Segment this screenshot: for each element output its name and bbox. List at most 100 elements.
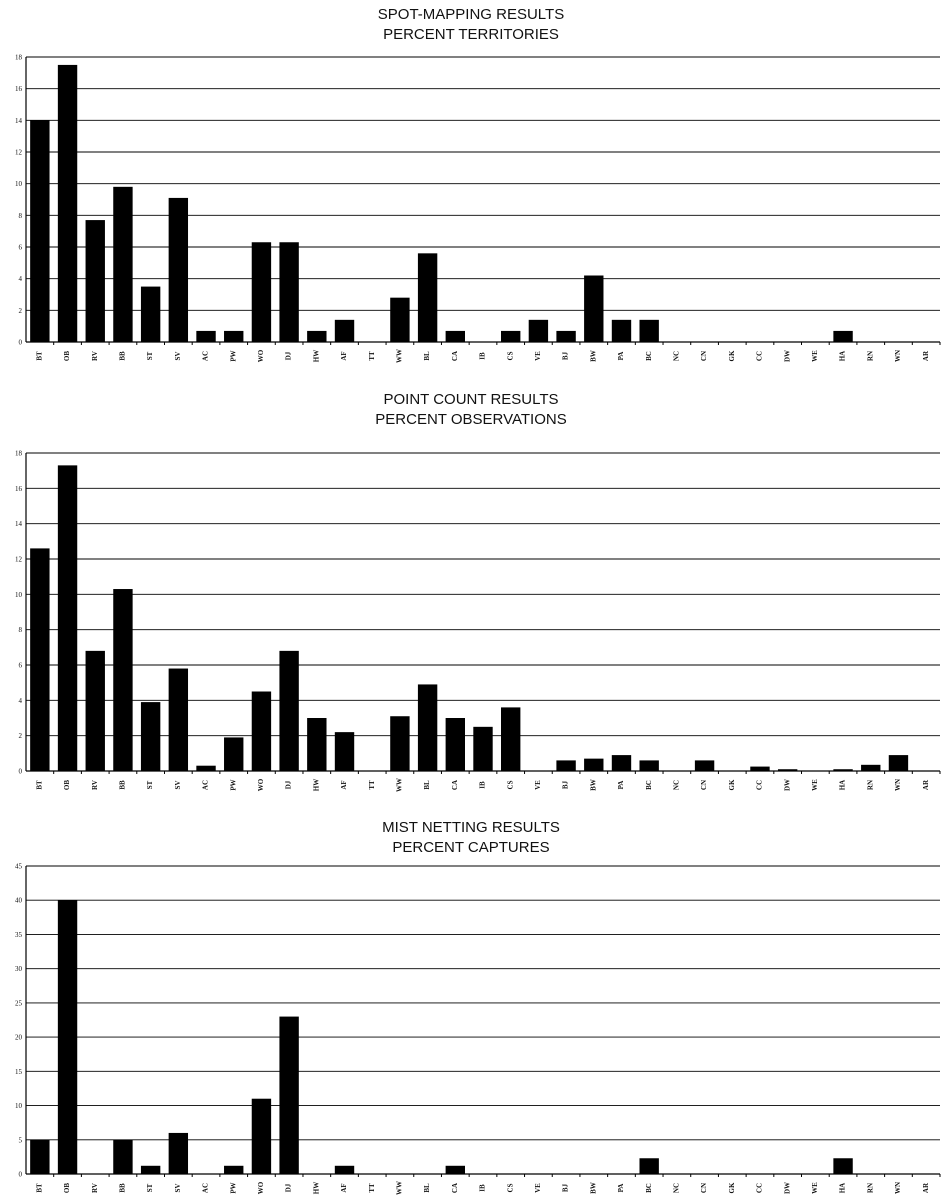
x-category-label: BB	[119, 780, 127, 790]
y-tick-label: 4	[19, 275, 23, 283]
x-category-label: CC	[756, 1183, 764, 1193]
bar	[445, 1165, 465, 1174]
x-category-label: WE	[811, 350, 819, 362]
bar	[528, 319, 549, 342]
bar	[417, 684, 438, 771]
bar	[750, 766, 770, 771]
x-category-label: WN	[894, 779, 902, 791]
x-category-label: CC	[756, 780, 764, 790]
x-category-label: ST	[146, 780, 154, 789]
x-category-label: WW	[396, 778, 404, 792]
x-category-label: OB	[63, 351, 71, 361]
bar	[224, 330, 244, 342]
x-category-label: HW	[312, 1182, 320, 1194]
x-category-label: SV	[174, 352, 182, 361]
y-tick-label: 14	[15, 117, 23, 125]
x-category-label: OB	[63, 1183, 71, 1193]
x-category-label: PA	[617, 781, 625, 790]
y-tick-label: 2	[19, 732, 23, 740]
y-tick-label: 10	[15, 180, 23, 188]
bar	[113, 1139, 133, 1174]
bar	[168, 1132, 189, 1174]
y-tick-label: 5	[19, 1136, 23, 1144]
x-category-label: DW	[783, 779, 791, 791]
y-tick-label: 0	[19, 1171, 23, 1179]
x-category-label: CA	[451, 780, 459, 790]
x-category-label: DW	[783, 350, 791, 362]
bar	[445, 718, 465, 771]
x-category-label: AF	[340, 1183, 348, 1192]
bar	[390, 297, 410, 342]
x-category-label: SV	[174, 781, 182, 790]
bar	[639, 760, 659, 771]
x-category-label: BW	[589, 779, 597, 791]
x-category-label: RV	[91, 1183, 99, 1193]
bar	[445, 330, 465, 342]
y-tick-label: 14	[15, 520, 23, 528]
y-tick-label: 20	[15, 1034, 23, 1042]
bar	[639, 319, 659, 342]
bar	[611, 755, 632, 771]
bar	[30, 120, 50, 342]
x-category-label: WE	[811, 1182, 819, 1194]
bar	[334, 732, 355, 771]
x-category-label: BC	[645, 780, 653, 790]
x-category-label: NC	[672, 351, 680, 361]
bar	[307, 718, 327, 771]
x-category-label: BJ	[562, 780, 570, 789]
x-category-label: WE	[811, 779, 819, 791]
x-category-label: OB	[63, 780, 71, 790]
bar	[57, 900, 78, 1174]
x-category-label: BB	[119, 351, 127, 361]
bar	[224, 1165, 244, 1174]
x-category-label: AC	[202, 780, 210, 790]
x-category-label: HW	[312, 779, 320, 791]
y-tick-label: 6	[19, 244, 23, 252]
x-category-label: VE	[534, 351, 542, 361]
x-category-label: BJ	[562, 1183, 570, 1192]
bar	[334, 319, 355, 342]
y-tick-label: 6	[19, 662, 23, 670]
y-tick-label: 40	[15, 897, 23, 905]
chart-title-line2: PERCENT CAPTURES	[392, 839, 550, 856]
x-category-label: GK	[728, 350, 736, 361]
x-category-label: GK	[728, 779, 736, 790]
y-tick-label: 8	[19, 626, 23, 634]
x-category-label: TT	[368, 351, 376, 361]
x-category-label: ST	[146, 351, 154, 360]
bar	[85, 220, 105, 342]
bar	[224, 737, 244, 771]
bar	[279, 650, 299, 771]
x-category-label: PA	[617, 352, 625, 361]
bar	[861, 764, 881, 771]
y-tick-label: 2	[19, 307, 23, 315]
x-category-label: BT	[35, 1183, 43, 1193]
bar	[140, 702, 161, 771]
bar	[57, 465, 78, 771]
x-category-label: AR	[922, 1182, 930, 1193]
bar	[584, 275, 604, 342]
x-category-label: HA	[839, 351, 847, 362]
bar	[113, 589, 133, 771]
x-category-label: BJ	[562, 351, 570, 360]
y-tick-label: 16	[15, 485, 23, 493]
y-tick-label: 18	[15, 54, 23, 62]
x-category-label: AC	[202, 351, 210, 361]
bar	[611, 319, 632, 342]
bar	[85, 650, 105, 771]
x-category-label: NC	[672, 1183, 680, 1193]
chart-title-line1: POINT COUNT RESULTS	[383, 391, 559, 408]
x-category-label: HW	[312, 350, 320, 362]
x-category-label: CS	[506, 351, 514, 360]
y-tick-label: 10	[15, 591, 23, 599]
x-category-label: BT	[35, 351, 43, 361]
x-category-label: TT	[368, 1183, 376, 1193]
y-tick-label: 12	[15, 556, 23, 564]
x-category-label: AF	[340, 780, 348, 789]
x-category-label: CN	[700, 351, 708, 361]
bar	[168, 668, 189, 771]
bar	[417, 253, 438, 342]
bar	[334, 1165, 355, 1174]
